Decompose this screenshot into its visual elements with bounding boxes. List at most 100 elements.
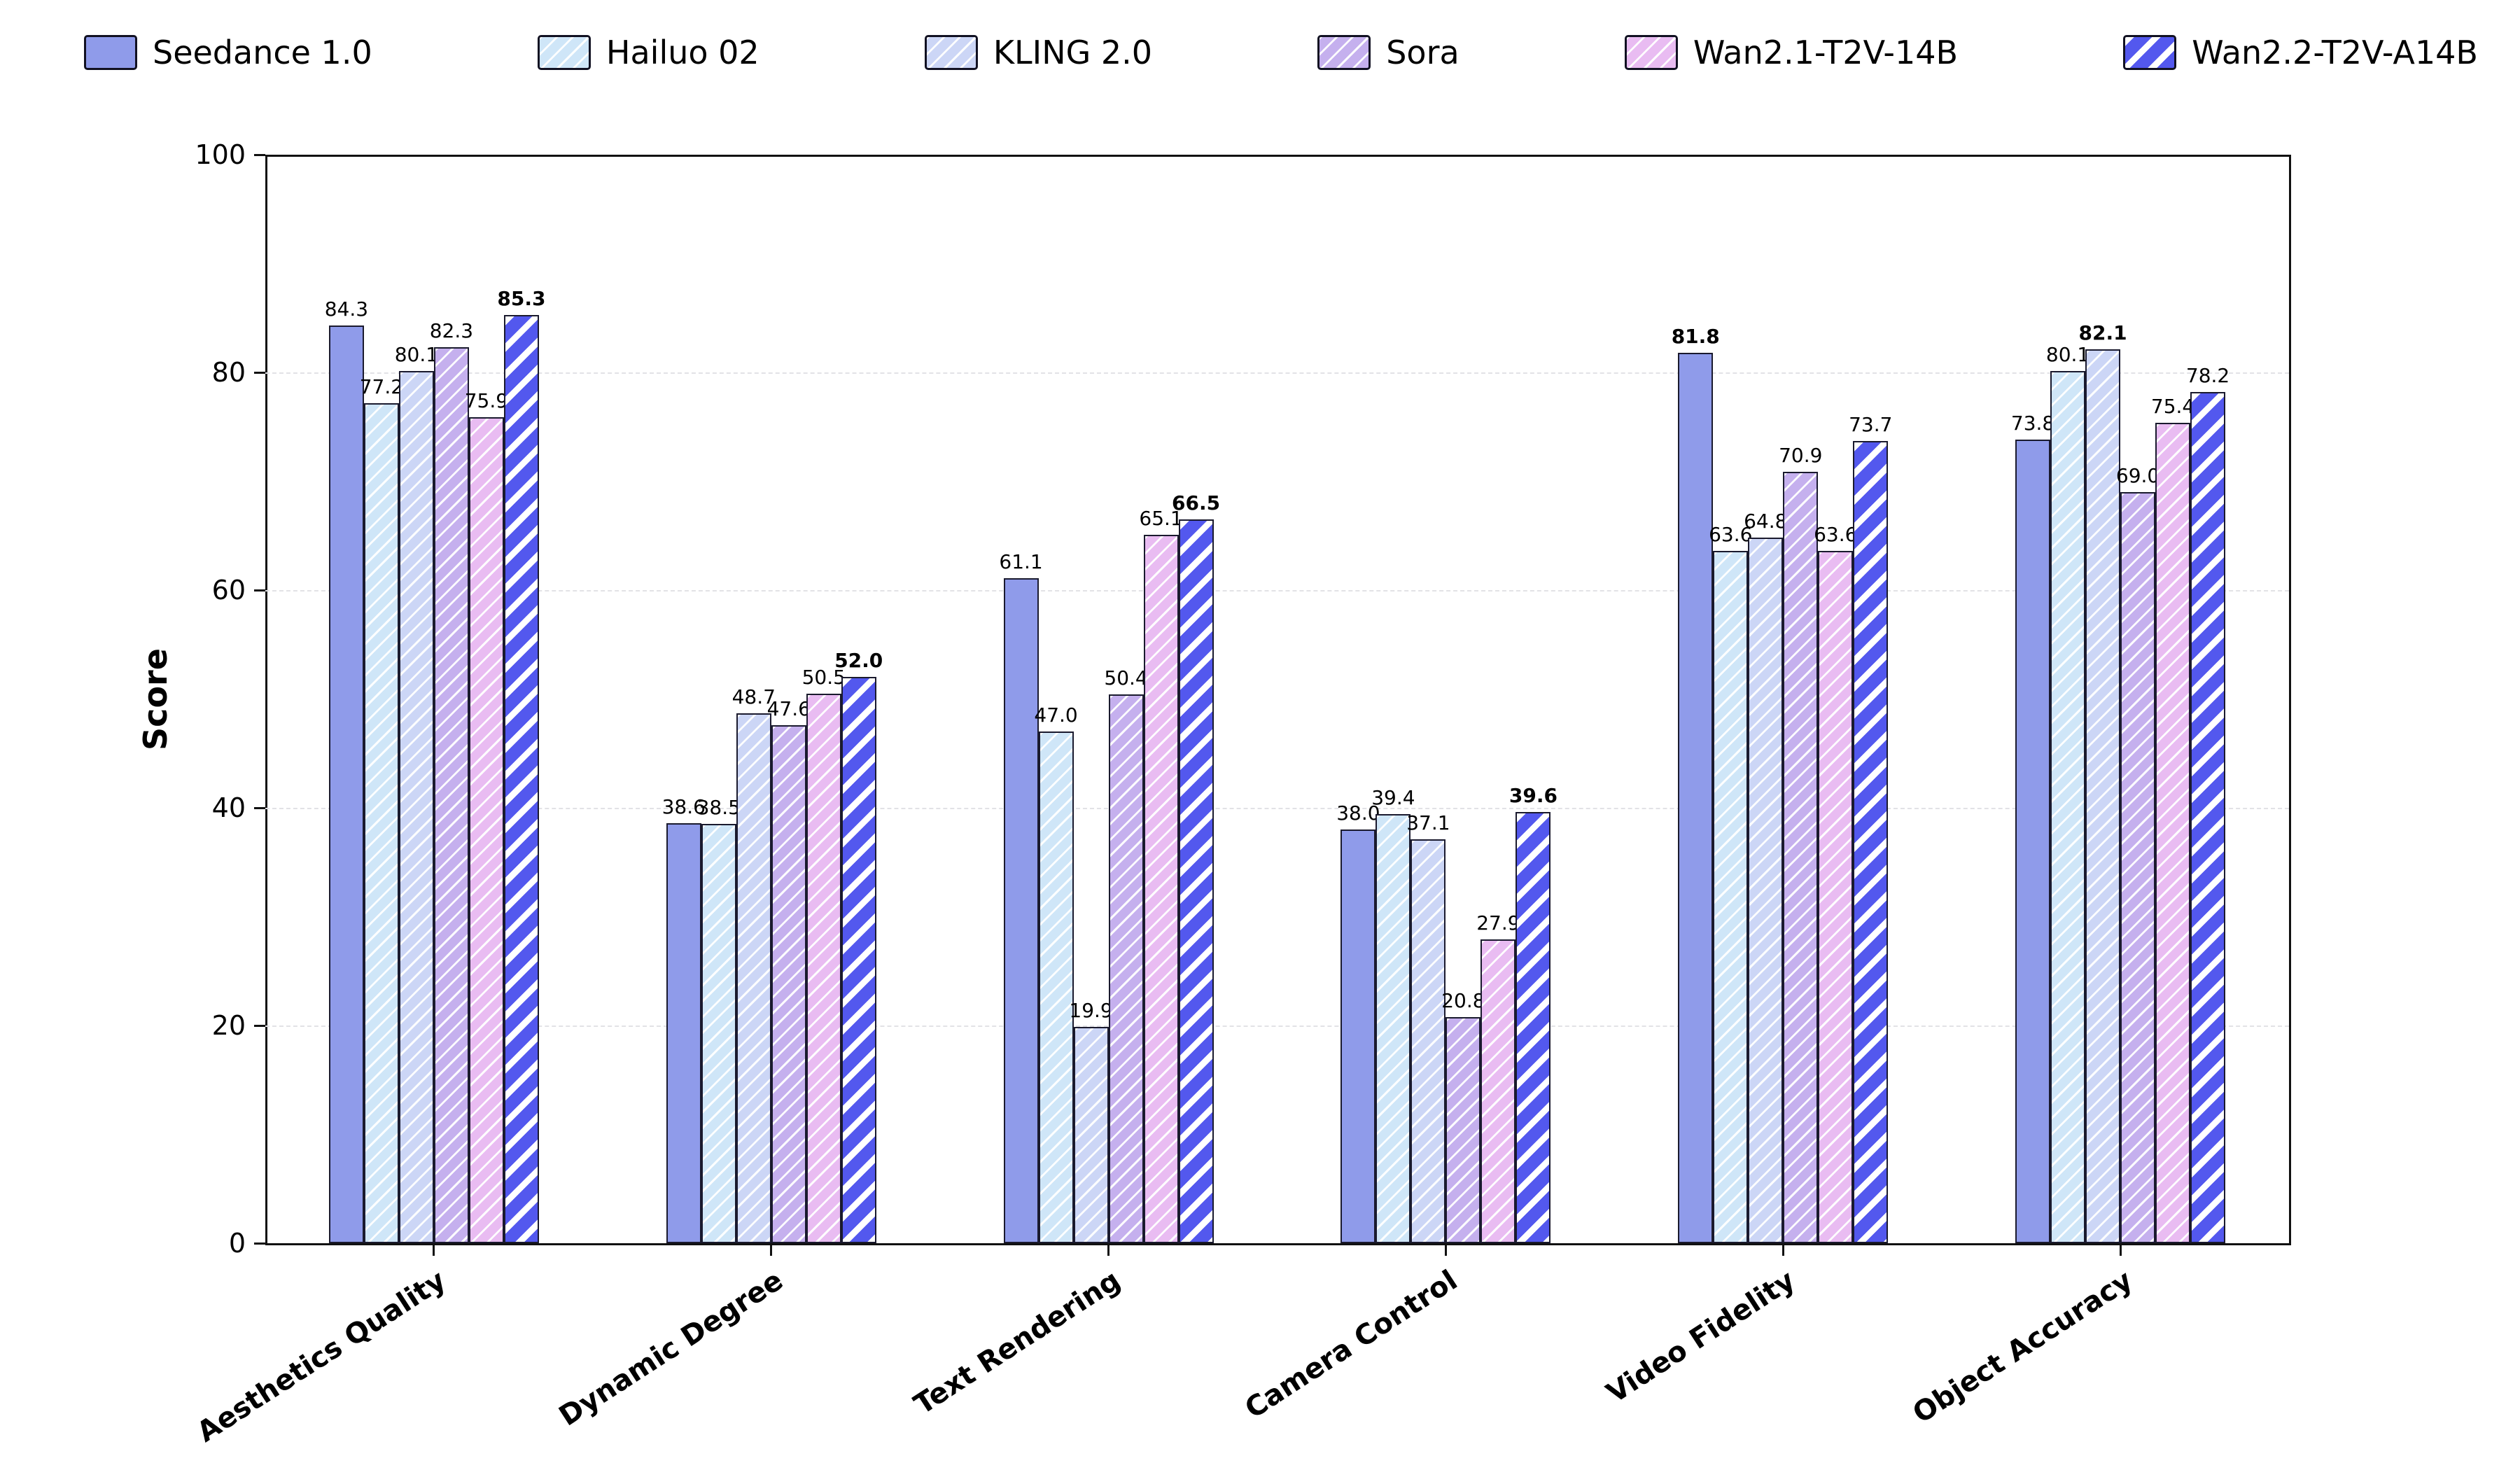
gridline bbox=[265, 590, 2289, 592]
bar bbox=[1748, 538, 1784, 1243]
bar-value-label: 63.6 bbox=[1709, 523, 1753, 547]
bar-value-label: 69.0 bbox=[2115, 464, 2160, 488]
bar-value-label: 64.8 bbox=[1744, 510, 1788, 533]
bar bbox=[1818, 551, 1854, 1243]
legend-label: Wan2.1-T2V-14B bbox=[1693, 34, 1959, 71]
legend-label: KLING 2.0 bbox=[993, 34, 1153, 71]
y-tick-label: 80 bbox=[211, 357, 246, 388]
x-tick-label: Object Accuracy bbox=[1907, 1264, 2138, 1430]
plot-area bbox=[265, 155, 2291, 1245]
bar bbox=[666, 822, 701, 1243]
y-tick-mark bbox=[254, 806, 265, 809]
bar bbox=[2120, 492, 2156, 1243]
bar bbox=[701, 824, 736, 1243]
x-tick-label: Camera Control bbox=[1239, 1264, 1464, 1425]
bar bbox=[1003, 578, 1039, 1243]
bar-value-label: 47.6 bbox=[766, 696, 811, 720]
bar bbox=[2050, 371, 2086, 1243]
bar-value-label: 80.1 bbox=[394, 343, 439, 367]
y-tick-label: 40 bbox=[211, 792, 246, 823]
x-tick-mark bbox=[770, 1245, 773, 1256]
bar-value-label: 66.5 bbox=[1172, 491, 1221, 514]
x-tick-mark bbox=[1782, 1245, 1784, 1256]
x-tick-mark bbox=[1107, 1245, 1110, 1256]
y-tick-mark bbox=[254, 1024, 265, 1027]
bar-value-label: 65.1 bbox=[1139, 506, 1183, 530]
hailuo-02-legend-swatch bbox=[537, 35, 591, 70]
bar bbox=[2085, 349, 2121, 1243]
bar bbox=[2155, 422, 2191, 1243]
sora-legend-swatch bbox=[1317, 35, 1371, 70]
legend-item: Hailuo 02 bbox=[537, 34, 760, 71]
gridline bbox=[265, 808, 2289, 809]
bar-value-label: 84.3 bbox=[324, 298, 369, 321]
x-tick-label: Dynamic Degree bbox=[553, 1264, 789, 1433]
bar-value-label: 50.5 bbox=[802, 665, 846, 689]
seedance-1-0-legend-swatch bbox=[84, 35, 137, 70]
bar bbox=[1038, 732, 1074, 1243]
bar bbox=[503, 314, 539, 1243]
x-tick-mark bbox=[1444, 1245, 1447, 1256]
bar-value-label: 19.9 bbox=[1069, 998, 1113, 1022]
bar bbox=[1713, 551, 1749, 1243]
bar-value-label: 38.6 bbox=[662, 794, 706, 818]
y-tick-label: 0 bbox=[228, 1228, 246, 1259]
bar-value-label: 39.6 bbox=[1508, 784, 1558, 808]
bar-value-label: 37.1 bbox=[1406, 811, 1450, 835]
bar-value-label: 78.2 bbox=[2185, 363, 2230, 387]
x-tick-label: Aesthetics Quality bbox=[191, 1264, 451, 1449]
bar bbox=[1783, 471, 1819, 1243]
bar bbox=[363, 402, 399, 1243]
bar-value-label: 73.7 bbox=[1849, 412, 1893, 436]
y-tick-mark bbox=[254, 589, 265, 592]
bar-value-label: 50.4 bbox=[1104, 666, 1148, 690]
bar-value-label: 39.4 bbox=[1371, 786, 1415, 810]
x-tick-mark bbox=[433, 1245, 435, 1256]
bar bbox=[1340, 830, 1376, 1243]
bar-value-label: 70.9 bbox=[1779, 443, 1823, 467]
bar-value-label: 82.3 bbox=[429, 319, 474, 343]
y-tick-label: 100 bbox=[195, 139, 246, 170]
y-tick-mark bbox=[254, 153, 265, 156]
bar-value-label: 47.0 bbox=[1034, 704, 1078, 727]
bar bbox=[736, 713, 771, 1243]
x-tick-label: Text Rendering bbox=[908, 1264, 1126, 1422]
bar bbox=[328, 326, 364, 1243]
wan2-1-t2v-14b-legend-swatch bbox=[1624, 35, 1678, 70]
legend-label: Seedance 1.0 bbox=[153, 34, 372, 71]
legend: Seedance 1.0 Hailuo 02 KLING 2.0 Sora Wan2.1… bbox=[84, 34, 2478, 71]
x-tick-mark bbox=[2119, 1245, 2122, 1256]
legend-item: Seedance 1.0 bbox=[84, 34, 372, 71]
bar-value-label: 81.8 bbox=[1671, 325, 1720, 348]
bar bbox=[433, 347, 469, 1243]
bar bbox=[1143, 534, 1179, 1243]
bar bbox=[1376, 814, 1411, 1243]
x-tick-label: Video Fidelity bbox=[1600, 1264, 1801, 1410]
bar bbox=[1446, 1016, 1481, 1243]
bar-value-label: 38.0 bbox=[1336, 802, 1380, 825]
gridline bbox=[265, 1026, 2289, 1027]
bar-value-label: 38.5 bbox=[696, 796, 741, 820]
bar-value-label: 85.3 bbox=[497, 286, 546, 310]
legend-item: Wan2.1-T2V-14B bbox=[1624, 34, 1959, 71]
gridline bbox=[265, 372, 2289, 374]
bar bbox=[1178, 519, 1214, 1243]
legend-label: Wan2.2-T2V-A14B bbox=[2192, 34, 2478, 71]
bar-value-label: 80.1 bbox=[2045, 343, 2090, 367]
legend-label: Sora bbox=[1386, 34, 1460, 71]
bar bbox=[468, 416, 504, 1243]
legend-item: Sora bbox=[1317, 34, 1460, 71]
y-tick-mark bbox=[254, 371, 265, 374]
bar bbox=[1410, 839, 1446, 1243]
bar bbox=[1853, 440, 1889, 1243]
bar bbox=[1108, 694, 1144, 1243]
legend-item: KLING 2.0 bbox=[924, 34, 1153, 71]
y-axis-label: Score bbox=[136, 648, 174, 750]
bar-value-label: 61.1 bbox=[999, 550, 1043, 573]
bar bbox=[2015, 440, 2051, 1243]
y-tick-mark bbox=[254, 1242, 265, 1245]
bar bbox=[1678, 353, 1714, 1243]
bar bbox=[771, 724, 806, 1243]
bar-value-label: 27.9 bbox=[1476, 911, 1520, 935]
bar bbox=[2190, 391, 2226, 1243]
